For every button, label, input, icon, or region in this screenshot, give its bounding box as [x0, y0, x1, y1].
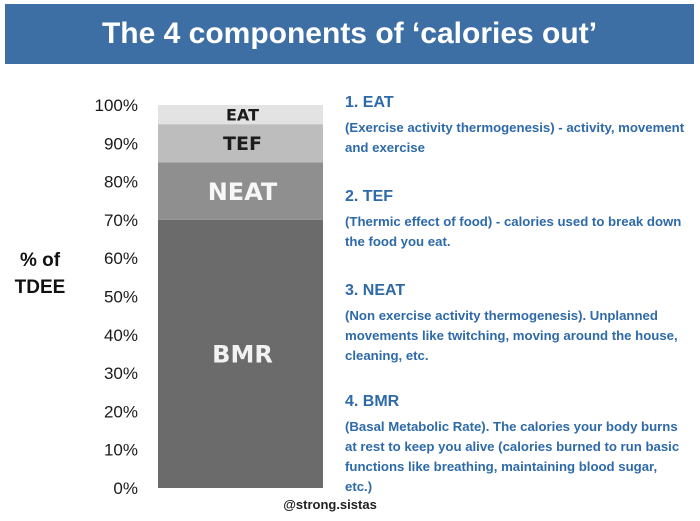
y-axis-label-line-2: TDEE [15, 277, 66, 298]
y-tick-label: 10% [104, 441, 138, 460]
description-body: (Exercise activity thermogenesis) - acti… [345, 120, 685, 155]
description-heading: 3. NEAT [345, 282, 406, 299]
bar-segment-neat [158, 162, 323, 220]
description-heading: 2. TEF [345, 188, 394, 205]
description-heading: 1. EAT [345, 94, 394, 111]
bar-segment-eat [158, 105, 323, 125]
description-body: (Basal Metabolic Rate). The calories you… [345, 419, 680, 494]
description-tef: 2. TEF (Thermic effect of food) - calori… [345, 188, 685, 252]
description-neat: 3. NEAT (Non exercise activity thermogen… [345, 282, 685, 366]
title-banner: The 4 components of ‘calories out’ [5, 4, 694, 64]
y-tick-label: 50% [104, 288, 138, 307]
y-tick-label: 30% [104, 364, 138, 383]
bar-segment-label-bmr: BMR [212, 341, 273, 369]
y-tick-label: 20% [104, 402, 138, 421]
bar-segment-tef [158, 124, 323, 163]
bar-segment-label-neat: NEAT [208, 178, 278, 206]
y-tick-label: 0% [113, 479, 138, 498]
description-bmr: 4. BMR (Basal Metabolic Rate). The calor… [345, 393, 685, 497]
description-eat: 1. EAT (Exercise activity thermogenesis)… [345, 94, 685, 158]
bar-segment-label-eat: EAT [226, 105, 259, 124]
bar-segment-bmr [158, 219, 323, 488]
description-body: (Thermic effect of food) - calories used… [345, 214, 682, 249]
credit-handle: @strong.sistas [283, 497, 377, 512]
y-tick-label: 70% [104, 211, 138, 230]
description-heading: 4. BMR [345, 393, 400, 410]
bar-segment-label-tef: TEF [223, 133, 262, 155]
y-axis-label-line-1: % of [20, 250, 61, 271]
y-tick-label: 90% [104, 134, 138, 153]
y-tick-label: 80% [104, 173, 138, 192]
page-title: The 4 components of ‘calories out’ [101, 17, 598, 50]
description-body: (Non exercise activity thermogenesis). U… [345, 308, 678, 363]
y-tick-label: 100% [95, 96, 138, 115]
y-tick-label: 40% [104, 326, 138, 345]
y-tick-label: 60% [104, 249, 138, 268]
